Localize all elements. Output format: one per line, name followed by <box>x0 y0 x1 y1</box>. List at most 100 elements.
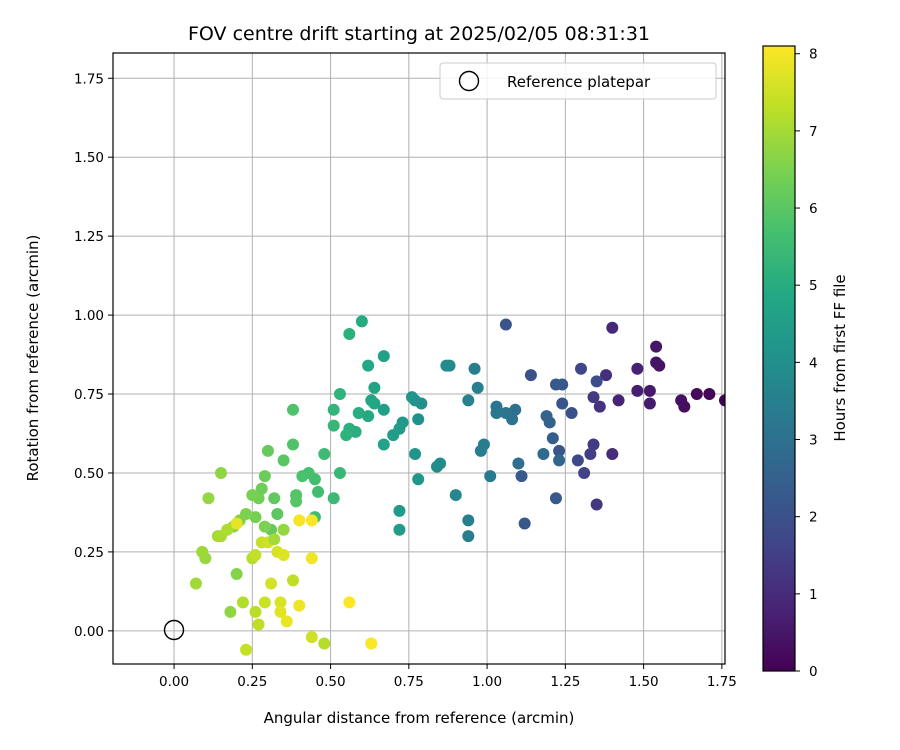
data-point <box>343 328 356 341</box>
y-tick-label: 0.75 <box>74 387 104 403</box>
data-point <box>261 444 274 457</box>
data-point <box>675 394 688 407</box>
data-point <box>393 504 406 517</box>
data-point <box>600 369 613 382</box>
data-point <box>490 400 503 413</box>
y-tick-label: 0.50 <box>74 466 104 482</box>
data-point <box>215 466 227 479</box>
data-point <box>318 637 331 650</box>
x-tick-label: 0.50 <box>316 674 346 690</box>
data-point <box>584 448 597 461</box>
grid <box>113 53 725 664</box>
data-point <box>340 429 353 442</box>
data-point <box>587 391 600 404</box>
data-point <box>471 381 484 394</box>
data-point <box>537 448 550 461</box>
x-tick-label: 0.00 <box>159 674 189 690</box>
x-tick-label: 1.25 <box>550 674 580 690</box>
data-point <box>196 545 209 558</box>
data-point <box>327 403 340 416</box>
data-point <box>549 492 562 505</box>
legend-box <box>439 62 717 100</box>
data-point <box>287 403 299 416</box>
data-point <box>258 520 271 533</box>
legend-reference-marker <box>458 70 480 92</box>
data-point <box>221 523 234 536</box>
x-axis-title: Angular distance from reference (arcmin) <box>264 709 575 727</box>
data-point <box>549 378 562 391</box>
data-point <box>280 615 293 628</box>
data-point <box>405 391 418 404</box>
colorbar-tick-label: 6 <box>809 201 818 217</box>
data-point <box>409 448 422 461</box>
data-point <box>484 470 497 483</box>
data-point <box>546 432 559 445</box>
data-point <box>293 599 306 612</box>
data-point <box>252 618 265 631</box>
data-point <box>703 388 716 401</box>
y-axis-title: Rotation from reference (arcmin) <box>24 235 42 482</box>
legend-entry-reference: Reference platepar <box>507 73 651 91</box>
data-point <box>240 643 253 656</box>
data-point <box>393 523 406 536</box>
x-tick-label: 1.50 <box>629 674 659 690</box>
colorbar: 0 1 2 3 4 5 6 7 8 Hours from first FF file <box>762 45 849 680</box>
colorbar-tick-label: 2 <box>809 510 818 526</box>
data-point <box>650 340 663 353</box>
data-point <box>224 605 237 618</box>
colorbar-ticks: 0 1 2 3 4 5 6 7 8 <box>795 47 818 680</box>
data-point <box>318 448 331 461</box>
data-point <box>606 448 619 461</box>
data-point <box>327 492 340 505</box>
data-point <box>553 454 566 467</box>
x-tick-label: 0.25 <box>237 674 267 690</box>
data-point <box>468 362 481 375</box>
data-point <box>590 375 603 388</box>
y-axis-ticks: 0.00 0.25 0.50 0.75 1.00 1.25 1.50 1.75 <box>74 71 113 640</box>
data-point <box>575 362 587 375</box>
data-points <box>189 315 725 656</box>
data-point <box>258 470 271 483</box>
data-point <box>650 356 663 369</box>
data-point <box>305 514 318 527</box>
data-point <box>518 517 531 530</box>
data-point <box>312 485 325 498</box>
data-point <box>277 523 290 536</box>
data-point <box>296 470 309 483</box>
data-point <box>333 388 346 401</box>
data-point <box>268 533 281 546</box>
data-point <box>305 631 318 644</box>
data-point <box>277 454 290 467</box>
data-point <box>255 482 268 495</box>
data-point <box>287 438 299 451</box>
data-point <box>268 492 281 505</box>
data-point <box>249 549 262 562</box>
data-point <box>355 315 368 328</box>
data-point <box>365 637 378 650</box>
data-point <box>249 605 262 618</box>
colorbar-tick-label: 3 <box>809 433 818 449</box>
data-point <box>590 498 603 511</box>
data-point <box>524 369 537 382</box>
y-tick-label: 1.75 <box>74 71 104 87</box>
data-point <box>512 457 525 470</box>
data-point <box>377 438 390 451</box>
data-point <box>230 517 243 530</box>
chart-title: FOV centre drift starting at 2025/02/05 … <box>188 23 650 45</box>
data-point <box>368 381 381 394</box>
data-point <box>643 397 656 410</box>
y-tick-label: 0.25 <box>74 545 104 561</box>
x-tick-label: 1.00 <box>472 674 502 690</box>
y-tick-label: 0.00 <box>74 624 104 640</box>
data-point <box>202 492 215 505</box>
data-point <box>189 577 202 590</box>
colorbar-tick-label: 5 <box>809 278 818 294</box>
reference-point-marker <box>163 619 185 641</box>
data-point <box>553 444 566 457</box>
x-tick-label: 1.75 <box>707 674 737 690</box>
data-point <box>387 429 400 442</box>
data-point <box>578 466 591 479</box>
y-tick-label: 1.25 <box>74 229 104 245</box>
x-tick-label: 0.75 <box>394 674 424 690</box>
data-point <box>612 394 625 407</box>
